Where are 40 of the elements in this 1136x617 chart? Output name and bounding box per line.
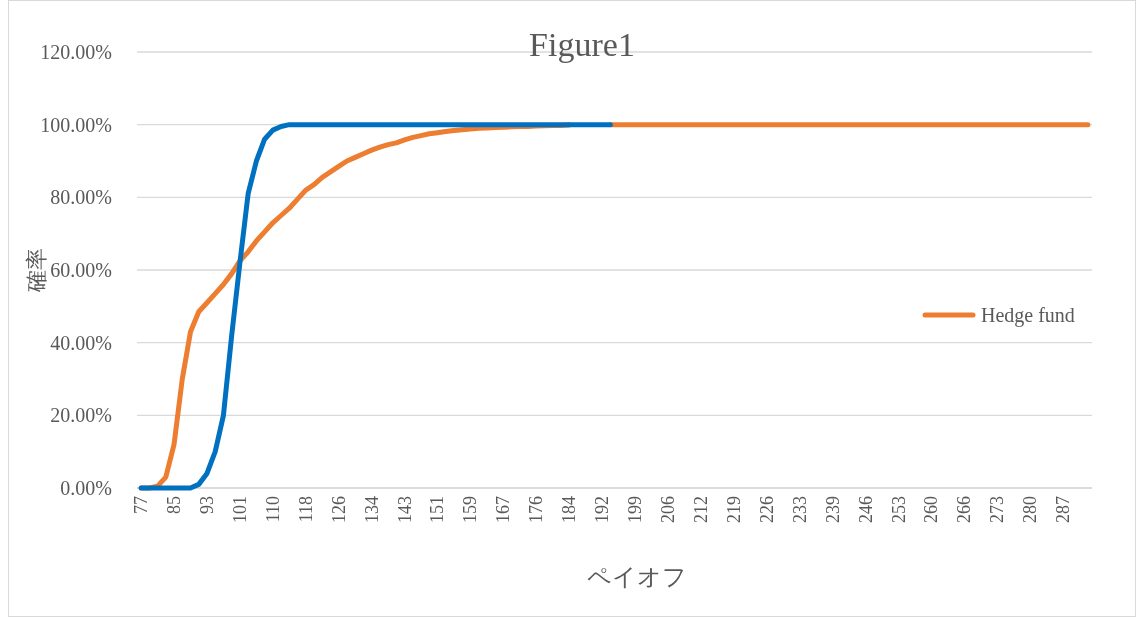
x-tick-label: 273: [987, 496, 1008, 523]
x-axis-title: ペイオフ: [587, 564, 687, 590]
x-tick-label: 253: [888, 496, 909, 523]
x-tick-label: 287: [1053, 496, 1074, 523]
x-tick-label: 184: [559, 496, 580, 523]
x-tick-label: 85: [164, 496, 185, 514]
y-tick-label: 40.00%: [50, 331, 112, 354]
x-tick-label: 266: [954, 496, 975, 523]
x-tick-label: 77: [131, 496, 152, 514]
x-tick-label: 226: [756, 496, 777, 523]
y-tick-label: 100.00%: [40, 113, 112, 136]
x-tick-label: 192: [592, 496, 613, 523]
x-tick-label: 151: [427, 496, 448, 523]
y-axis-title: 確率: [24, 248, 49, 293]
x-tick-label: 219: [723, 496, 744, 523]
x-tick-label: 260: [921, 496, 942, 523]
y-tick-label: 120.00%: [40, 41, 112, 63]
legend-label: Hedge fund: [981, 304, 1075, 327]
x-tick-label: 143: [394, 496, 415, 523]
chart-title: Figure1: [529, 26, 635, 63]
y-tick-label: 20.00%: [50, 404, 112, 427]
x-tick-label: 118: [295, 496, 316, 523]
x-tick-label: 167: [493, 496, 514, 523]
y-tick-label: 60.00%: [50, 259, 112, 281]
x-tick-label: 280: [1020, 496, 1041, 523]
x-tick-label: 101: [229, 496, 250, 523]
x-tick-label: 93: [196, 496, 217, 514]
x-tick-label: 134: [361, 496, 382, 523]
x-tick-label: 199: [625, 496, 646, 523]
y-tick-label: 0.00%: [60, 477, 112, 499]
y-tick-label: 80.00%: [50, 186, 112, 209]
x-tick-label: 246: [855, 496, 876, 523]
x-tick-label: 212: [690, 496, 711, 523]
x-tick-label: 176: [526, 496, 547, 523]
x-tick-label: 110: [262, 496, 283, 523]
x-tick-label: 159: [460, 496, 481, 523]
x-tick-label: 233: [789, 496, 810, 523]
x-tick-label: 206: [658, 496, 679, 523]
x-tick-label: 239: [822, 496, 843, 523]
x-tick-label: 126: [328, 496, 349, 523]
